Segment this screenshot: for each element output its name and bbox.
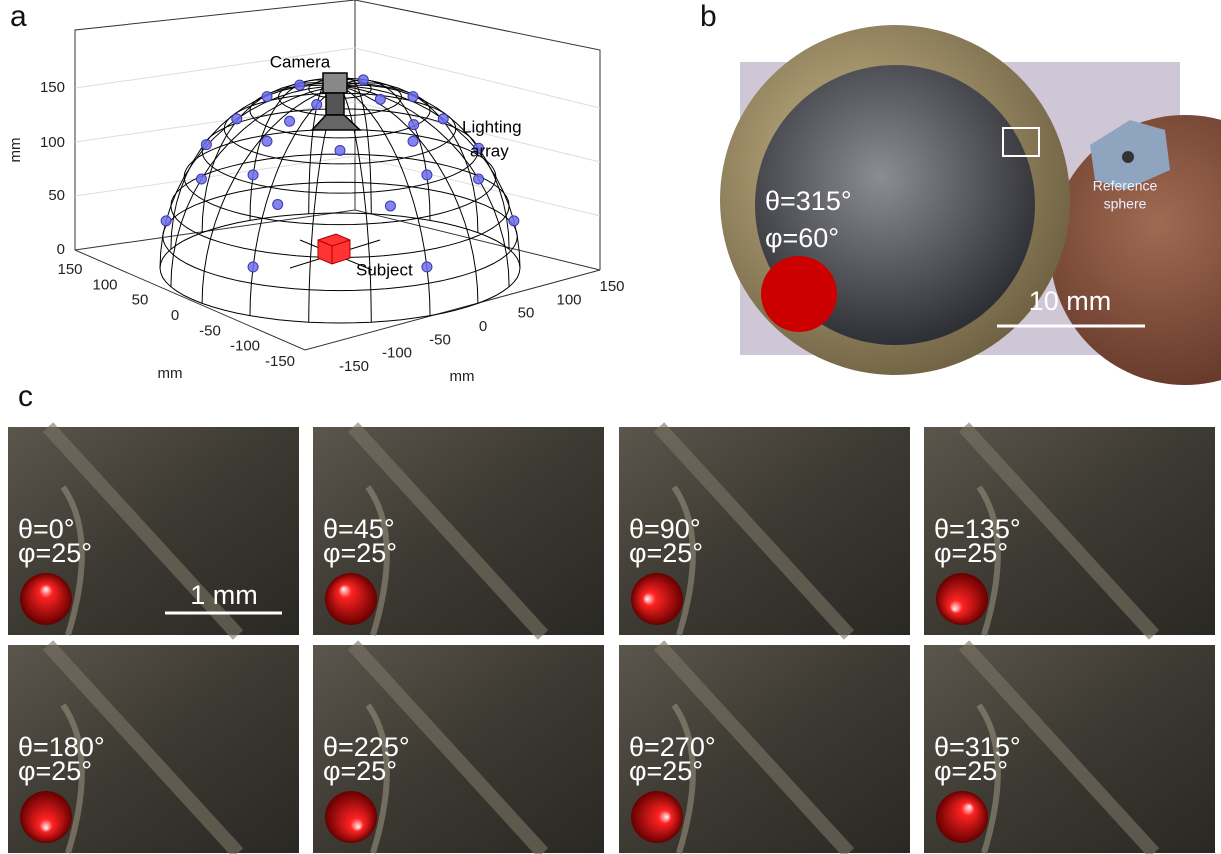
reference-sphere (631, 573, 683, 625)
annotation: Subject (356, 260, 413, 279)
reference-sphere (936, 573, 988, 625)
light (248, 170, 258, 180)
overlay-text: Reference (1093, 178, 1158, 194)
light (285, 116, 295, 126)
panel-label: b (700, 0, 717, 33)
reference-sphere (325, 791, 377, 843)
light (375, 94, 385, 104)
tick-label: 0 (171, 307, 179, 324)
light (262, 92, 272, 102)
reference-sphere (631, 791, 683, 843)
tick-label: -100 (230, 338, 260, 355)
reference-sphere (20, 791, 72, 843)
reference-sphere (20, 573, 72, 625)
light (408, 92, 418, 102)
tick-label: -50 (429, 331, 451, 348)
tick-label: -100 (382, 345, 412, 362)
tick-label: 150 (40, 79, 65, 96)
annotation: Camera (270, 52, 331, 71)
tick-label: 50 (48, 187, 65, 204)
overlay-text: φ=25° (934, 538, 1008, 568)
light (422, 170, 432, 180)
overlay-text: φ=25° (18, 538, 92, 568)
reference-sphere (936, 791, 988, 843)
light (358, 75, 368, 85)
tick-label: -150 (265, 353, 295, 370)
light (273, 199, 283, 209)
light (201, 140, 211, 150)
light (232, 114, 242, 124)
light (335, 145, 345, 155)
overlay-text: sphere (1104, 196, 1147, 212)
scale-label: 10 mm (1029, 286, 1112, 316)
light (385, 201, 395, 211)
y-ticks: 150 100 50 0 -50 -100 -150 (339, 278, 625, 375)
tick-label: 50 (518, 305, 535, 322)
light (248, 262, 258, 272)
light (438, 114, 448, 124)
tick-label: 0 (57, 241, 65, 258)
tick-label: 150 (599, 278, 624, 295)
overlay-text: φ=25° (934, 756, 1008, 786)
tick-label: 0 (479, 318, 487, 335)
axis-label: mm (158, 365, 183, 382)
tick-label: 100 (40, 134, 65, 151)
tick-label: 150 (57, 261, 82, 278)
light (196, 174, 206, 184)
axes-box (75, 0, 600, 350)
light (262, 136, 272, 146)
reference-sphere (325, 573, 377, 625)
light (295, 80, 305, 90)
axis-label: mm (7, 138, 24, 163)
annotation: array (470, 141, 509, 160)
scale-label: 1 mm (190, 580, 258, 610)
light (474, 174, 484, 184)
tick-label: 50 (132, 292, 149, 309)
z-ticks: 0 50 100 150 (40, 79, 65, 258)
light (509, 216, 519, 226)
overlay-text: φ=25° (18, 756, 92, 786)
light (409, 120, 419, 130)
overlay-text: θ=315° (765, 186, 852, 216)
annotation: Lighting (462, 117, 522, 136)
grid-line (75, 156, 355, 196)
panel-label: a (10, 0, 27, 33)
light (408, 136, 418, 146)
tick-label: -150 (339, 358, 369, 375)
overlay-text: φ=25° (629, 538, 703, 568)
axis-label: mm (450, 368, 475, 385)
light (312, 100, 322, 110)
light (422, 262, 432, 272)
overlay-text: φ=25° (629, 756, 703, 786)
grid-line (355, 48, 600, 108)
tick-label: 100 (92, 276, 117, 293)
panel-label: c (18, 380, 33, 413)
overlay-text: φ=25° (323, 756, 397, 786)
tick-label: -50 (199, 322, 221, 339)
longitude (202, 86, 340, 303)
tick-label: 100 (556, 291, 581, 308)
figure: a b c 0 50 100 150 mm 150 100 50 0 -50 -100 -1… (0, 0, 1221, 854)
tile-grid: θ=0°φ=25°θ=45°φ=25°θ=90°φ=25°θ=135°φ=25°… (8, 427, 1215, 853)
overlay-text: φ=60° (765, 223, 839, 253)
x-ticks: 150 100 50 0 -50 -100 -150 (57, 261, 295, 370)
overlay-text: φ=25° (323, 538, 397, 568)
light (161, 216, 171, 226)
